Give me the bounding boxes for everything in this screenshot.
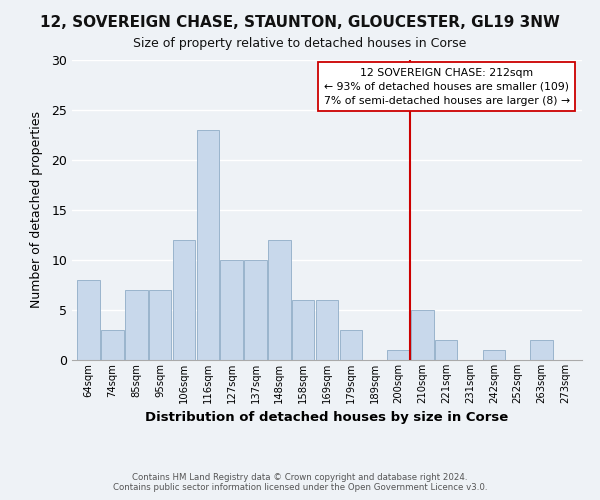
Bar (220, 260, 243, 360)
Bar (101, 330, 124, 360)
Bar (173, 240, 196, 360)
Bar (268, 240, 290, 360)
Bar (316, 300, 338, 360)
X-axis label: Distribution of detached houses by size in Corse: Distribution of detached houses by size … (145, 412, 509, 424)
Bar (197, 130, 219, 360)
Bar (292, 300, 314, 360)
Text: 12 SOVEREIGN CHASE: 212sqm
← 93% of detached houses are smaller (109)
7% of semi: 12 SOVEREIGN CHASE: 212sqm ← 93% of deta… (324, 68, 570, 106)
Bar (149, 290, 172, 360)
Bar (411, 310, 434, 360)
Bar (125, 290, 148, 360)
Bar (435, 340, 457, 360)
Text: Contains HM Land Registry data © Crown copyright and database right 2024.
Contai: Contains HM Land Registry data © Crown c… (113, 473, 487, 492)
Text: 12, SOVEREIGN CHASE, STAUNTON, GLOUCESTER, GL19 3NW: 12, SOVEREIGN CHASE, STAUNTON, GLOUCESTE… (40, 15, 560, 30)
Bar (482, 350, 505, 360)
Bar (244, 260, 267, 360)
Bar (387, 350, 410, 360)
Y-axis label: Number of detached properties: Number of detached properties (30, 112, 43, 308)
Text: Size of property relative to detached houses in Corse: Size of property relative to detached ho… (133, 38, 467, 51)
Bar (340, 330, 362, 360)
Bar (530, 340, 553, 360)
Bar (77, 280, 100, 360)
